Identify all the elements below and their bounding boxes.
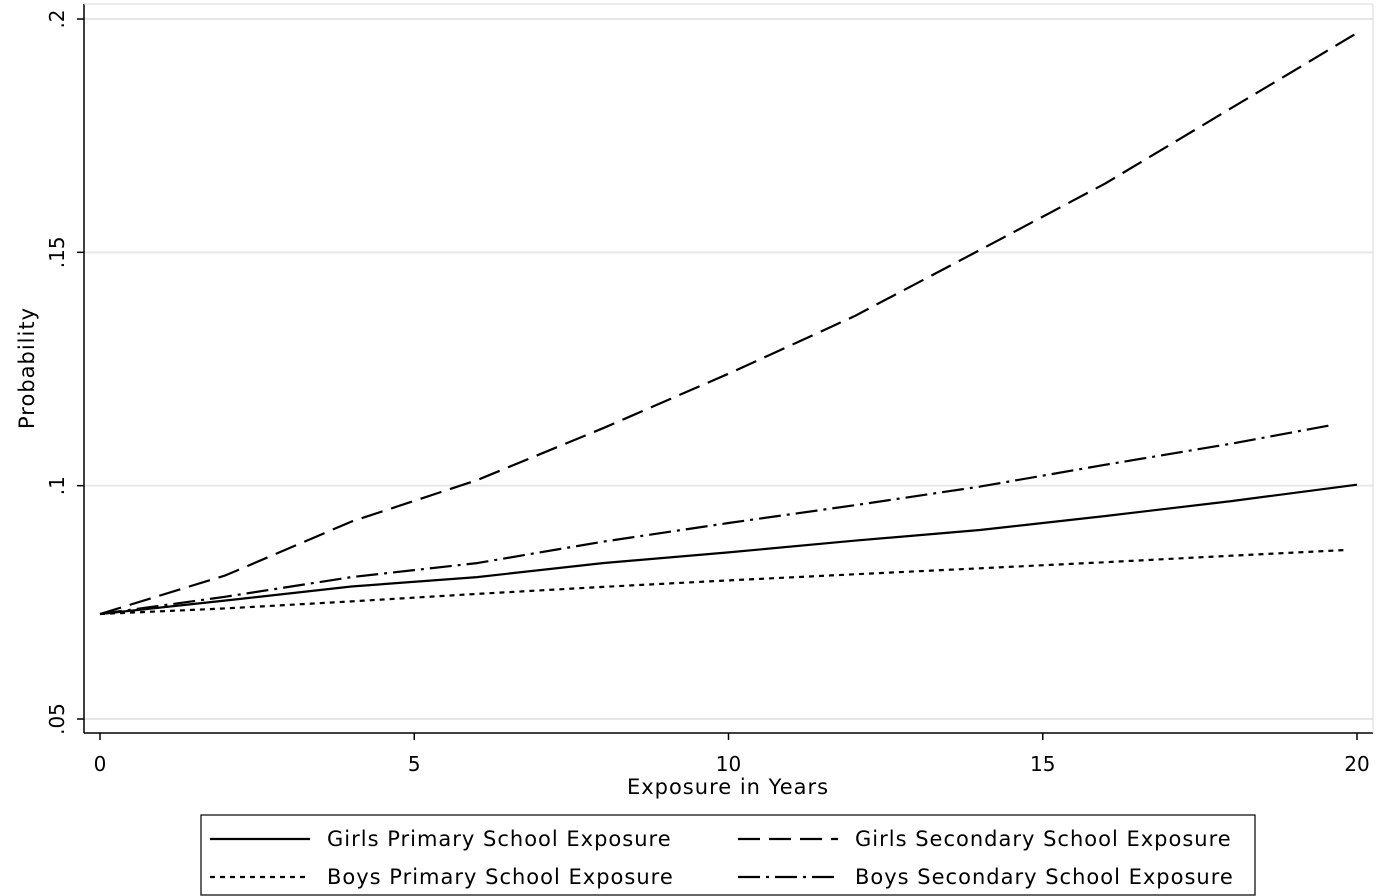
gridlines bbox=[84, 18, 1373, 720]
legend-box bbox=[200, 814, 1256, 896]
y-axis-title: Probability bbox=[15, 307, 39, 429]
y-tick-label-0: .05 bbox=[45, 703, 69, 735]
legend: Girls Primary School Exposure Girls Secon… bbox=[200, 814, 1256, 896]
y-tick-label-3: .2 bbox=[45, 9, 69, 28]
series-line-1 bbox=[99, 32, 1358, 616]
legend-label-2: Boys Primary School Exposure bbox=[327, 865, 674, 889]
y-tick-label-1: .1 bbox=[45, 476, 69, 495]
x-tick-label-1: 5 bbox=[408, 752, 421, 776]
legend-label-0: Girls Primary School Exposure bbox=[327, 827, 672, 851]
x-tick-label-2: 10 bbox=[716, 752, 741, 776]
x-tick-label-4: 20 bbox=[1344, 752, 1369, 776]
x-tick-label-3: 15 bbox=[1030, 752, 1055, 776]
x-tick-label-0: 0 bbox=[94, 752, 107, 776]
legend-label-1: Girls Secondary School Exposure bbox=[855, 827, 1232, 851]
series-line-0 bbox=[99, 483, 1358, 616]
x-axis-title: Exposure in Years bbox=[627, 775, 829, 799]
y-tick-label-2: .15 bbox=[45, 236, 69, 268]
series-lines bbox=[99, 32, 1358, 616]
axes: .05 .1 .15 .2 0 5 10 15 20 bbox=[45, 3, 1374, 776]
legend-label-3: Boys Secondary School Exposure bbox=[855, 865, 1234, 889]
series-line-3 bbox=[99, 423, 1333, 616]
